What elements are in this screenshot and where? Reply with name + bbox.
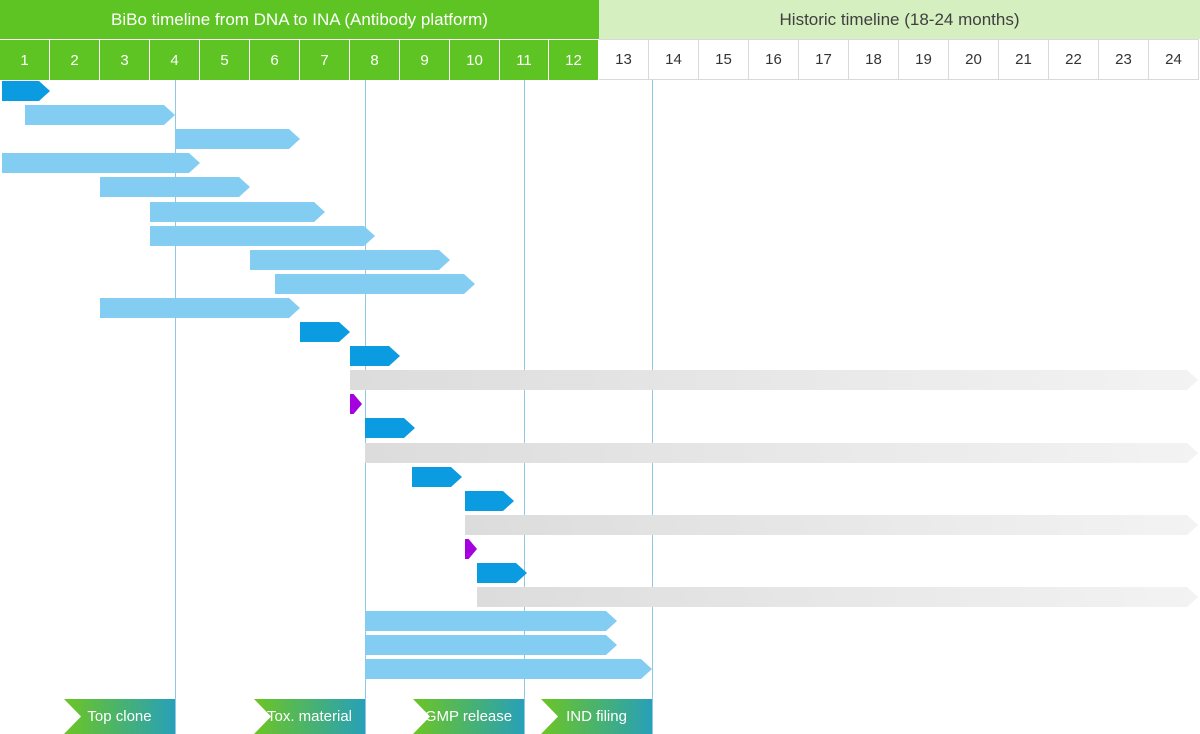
task-bar	[275, 274, 475, 294]
task-bar	[300, 322, 350, 342]
month-label-16: 16	[749, 39, 799, 80]
month-label-12: 12	[549, 39, 599, 80]
month-label-4: 4	[150, 39, 200, 80]
task-bar	[412, 467, 462, 487]
ongoing-bar	[350, 370, 1198, 390]
month-label-7: 7	[300, 39, 350, 80]
event-marker	[465, 539, 477, 559]
month-label-11: 11	[500, 39, 549, 80]
task-bar	[465, 491, 514, 511]
month-label-21: 21	[999, 39, 1049, 80]
task-bar	[100, 177, 250, 197]
month-label-3: 3	[100, 39, 150, 80]
month-label-15: 15	[699, 39, 749, 80]
month-label-14: 14	[649, 39, 699, 80]
month-label-22: 22	[1049, 39, 1099, 80]
milestone-guide-line	[524, 80, 525, 734]
milestone-flag: IND filing	[541, 699, 652, 734]
ongoing-bar	[477, 587, 1198, 607]
task-bar	[100, 298, 300, 318]
task-bar	[365, 418, 415, 438]
month-label-10: 10	[450, 39, 500, 80]
month-label-23: 23	[1099, 39, 1149, 80]
month-label-17: 17	[799, 39, 849, 80]
milestone-guide-line	[365, 80, 366, 734]
month-label-20: 20	[949, 39, 999, 80]
ongoing-bar	[465, 515, 1198, 535]
month-label-19: 19	[899, 39, 949, 80]
task-bar	[2, 81, 50, 101]
bibo-timeline-header: BiBo timeline from DNA to INA (Antibody …	[0, 0, 599, 39]
month-label-2: 2	[50, 39, 100, 80]
task-bar	[365, 611, 617, 631]
historic-timeline-header: Historic timeline (18-24 months)	[599, 0, 1200, 39]
task-bar	[365, 635, 617, 655]
month-label-9: 9	[400, 39, 450, 80]
task-bar	[25, 105, 175, 125]
month-label-6: 6	[250, 39, 300, 80]
month-label-18: 18	[849, 39, 899, 80]
milestone-guide-line	[652, 80, 653, 734]
task-bar	[150, 202, 325, 222]
event-marker	[350, 394, 362, 414]
task-bar	[2, 153, 200, 173]
month-label-5: 5	[200, 39, 250, 80]
task-bar	[175, 129, 300, 149]
month-label-24: 24	[1149, 39, 1199, 80]
task-bar	[250, 250, 450, 270]
task-bar	[150, 226, 375, 246]
task-bar	[477, 563, 527, 583]
ongoing-bar	[365, 443, 1198, 463]
task-bar	[365, 659, 652, 679]
month-label-8: 8	[350, 39, 400, 80]
milestone-flag: GMP release	[413, 699, 524, 734]
milestone-guide-line	[175, 80, 176, 734]
month-label-13: 13	[599, 39, 649, 80]
task-bar	[350, 346, 400, 366]
milestone-flag: Tox. material	[254, 699, 365, 734]
month-label-1: 1	[0, 39, 50, 80]
milestone-flag: Top clone	[64, 699, 175, 734]
